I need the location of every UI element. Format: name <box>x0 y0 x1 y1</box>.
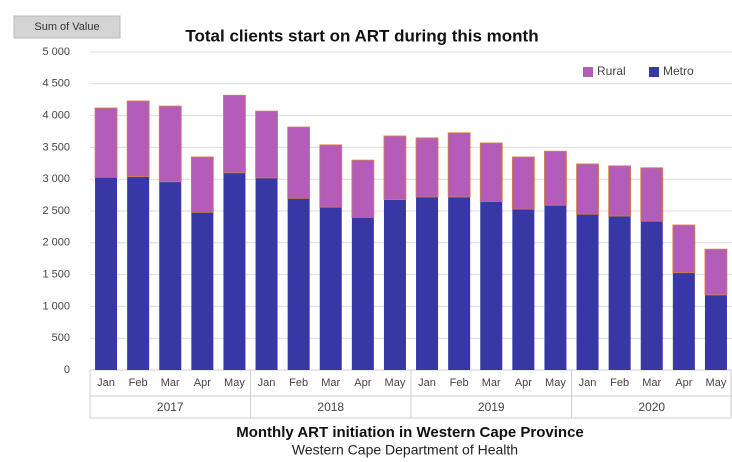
bar-segment <box>512 209 535 370</box>
bar-segment <box>191 212 214 370</box>
bar-segment <box>351 217 374 370</box>
x-tick-label: Jan <box>97 377 115 389</box>
y-tick-label: 0 <box>64 364 70 376</box>
x-tick-label: Apr <box>675 377 692 389</box>
x-tick-label: Mar <box>161 377 180 389</box>
bar-segment <box>416 197 439 370</box>
bar-segment <box>640 167 664 222</box>
bar-segment <box>351 159 375 218</box>
bar-segment <box>704 294 727 370</box>
x-tick-label: May <box>224 377 245 389</box>
bar-segment <box>544 205 567 370</box>
bar-segment <box>672 224 696 274</box>
legend-swatch <box>649 67 659 77</box>
chart-title: Total clients start on ART during this m… <box>185 26 538 45</box>
x-tick-label: Mar <box>321 377 340 389</box>
x-tick-label: Mar <box>642 377 661 389</box>
source: Western Cape Department of Health <box>292 442 518 458</box>
x-group-label: 2020 <box>638 400 665 414</box>
y-tick-label: 5 000 <box>42 46 70 58</box>
bar-segment <box>95 177 118 370</box>
bar-segment <box>704 248 728 296</box>
x-tick-label: Jan <box>579 377 597 389</box>
x-tick-label: May <box>706 377 727 389</box>
bar-segment <box>319 207 342 370</box>
bar-segment <box>544 150 567 206</box>
bar-segment <box>640 221 663 370</box>
bar-segment <box>255 177 278 370</box>
x-group-label: 2019 <box>478 400 505 414</box>
y-tick-label: 4 000 <box>42 110 70 122</box>
bar-segment <box>608 165 632 217</box>
bar-segment <box>255 110 278 179</box>
y-tick-label: 500 <box>52 332 70 344</box>
legend-swatch <box>583 67 593 77</box>
bar-segment <box>448 197 471 370</box>
x-tick-label: Feb <box>289 377 308 389</box>
field-button[interactable] <box>13 15 121 39</box>
x-group-label: 2017 <box>157 400 184 414</box>
bar-segment <box>159 181 182 370</box>
bar-segment <box>158 105 182 183</box>
y-tick-label: 1 000 <box>42 300 70 312</box>
x-tick-label: Apr <box>194 377 211 389</box>
y-tick-label: 4 500 <box>42 78 70 90</box>
bar-segment <box>383 135 407 200</box>
x-tick-label: Feb <box>610 377 629 389</box>
bar-segment <box>190 156 214 213</box>
legend-label: Metro <box>663 64 694 78</box>
x-tick-label: May <box>545 377 566 389</box>
x-group-label: 2018 <box>317 400 344 414</box>
legend-label: Rural <box>597 64 626 78</box>
y-tick-label: 1 500 <box>42 269 70 281</box>
x-tick-label: Jan <box>418 377 436 389</box>
bar-segment <box>383 199 406 370</box>
bar-segment <box>287 198 310 370</box>
bar-segment <box>576 214 599 370</box>
field-button-label[interactable]: Sum of Value <box>34 21 99 33</box>
x-tick-label: Apr <box>515 377 532 389</box>
y-tick-label: 3 500 <box>42 141 70 153</box>
bar-segment <box>126 100 150 178</box>
y-tick-label: 2 500 <box>42 205 70 217</box>
bar-segment <box>511 156 535 210</box>
x-tick-label: Apr <box>354 377 371 389</box>
bar-segment <box>576 163 599 215</box>
y-tick-label: 3 000 <box>42 173 70 185</box>
bar-segment <box>223 172 246 370</box>
bar-segment <box>608 216 631 370</box>
bar-segment <box>672 272 695 370</box>
bar-segment <box>480 201 503 370</box>
bar-segment <box>94 107 118 178</box>
bar-segment <box>287 126 311 199</box>
bar-segment <box>127 176 150 370</box>
y-tick-label: 2 000 <box>42 237 70 249</box>
x-tick-label: Jan <box>258 377 276 389</box>
bar-segment <box>319 144 343 208</box>
x-tick-label: Feb <box>450 377 469 389</box>
bar-segment <box>479 142 503 202</box>
bar-segment <box>415 137 439 198</box>
bar-segment <box>447 132 471 198</box>
x-tick-label: Feb <box>129 377 148 389</box>
x-tick-label: Mar <box>482 377 501 389</box>
caption: Monthly ART initiation in Western Cape P… <box>236 424 584 441</box>
x-tick-label: May <box>385 377 406 389</box>
bar-segment <box>223 94 246 174</box>
